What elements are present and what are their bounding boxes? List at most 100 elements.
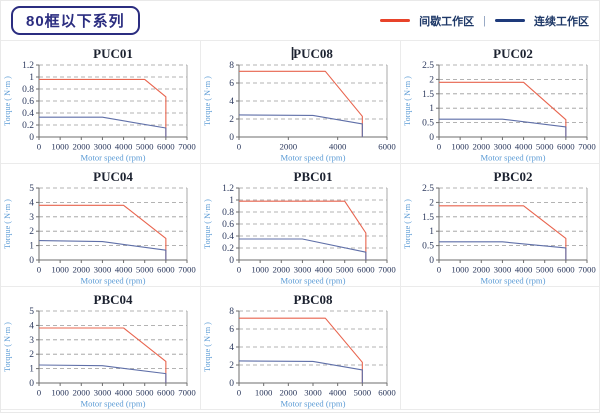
y-tick-label: 4	[229, 343, 234, 353]
x-tick-label: 5000	[136, 142, 154, 152]
x-tick-label: 1000	[451, 142, 469, 152]
y-tick-label: 1	[29, 73, 34, 83]
x-tick-label: 6000	[157, 265, 175, 275]
x-tick-label: 4000	[515, 265, 533, 275]
chart-canvas: PUC04 0 1 2 3 4 5 0 1000 2000 3000 4000 5000 6000 7000…	[3, 169, 196, 286]
y-tick-label: 0	[229, 133, 234, 143]
y-tick-label: 1	[429, 227, 434, 237]
chart-title: PBC02	[494, 169, 533, 184]
intermittent-zone-curve	[439, 205, 567, 260]
x-tick-label: 2000	[472, 142, 490, 152]
chart-cell-PBC01: PBC01 0 0.2 0.4 0.6 0.8 1 1.2 0 1000 2000 3000 4000 5…	[201, 164, 401, 287]
x-tick-label: 0	[237, 265, 242, 275]
x-tick-label: 3000	[94, 265, 112, 275]
intermittent-zone-curve	[39, 78, 167, 137]
x-tick-label: 0	[237, 388, 242, 398]
y-axis-title: Torque ( N·m )	[3, 76, 12, 126]
y-tick-label: 1.2	[222, 184, 234, 194]
y-tick-label: 8	[229, 307, 234, 317]
y-tick-label: 5	[29, 184, 34, 194]
continuous-zone-curve	[439, 118, 567, 137]
x-tick-label: 1000	[251, 265, 269, 275]
x-tick-label: 1000	[451, 265, 469, 275]
y-tick-label: 0	[429, 133, 434, 143]
x-tick-label: 3000	[494, 142, 512, 152]
y-axis-title: Torque ( N·m )	[203, 76, 212, 126]
y-tick-label: 3	[29, 336, 34, 346]
intermittent-zone-curve	[239, 317, 363, 383]
y-tick-label: 0.5	[422, 242, 434, 252]
x-tick-label: 5000	[136, 388, 154, 398]
x-tick-label: 1000	[51, 265, 69, 275]
chart-canvas: PBC02 0 0.5 1 1.5 2 2.5 0 1000 2000 3000 4000 5000 60…	[403, 169, 596, 286]
y-tick-label: 2	[29, 350, 34, 360]
x-tick-label: 2000	[472, 265, 490, 275]
y-tick-label: 0.4	[222, 232, 234, 242]
x-tick-label: 7000	[178, 265, 196, 275]
y-tick-label: 1.5	[422, 90, 434, 100]
x-tick-label: 5000	[354, 388, 372, 398]
y-tick-label: 4	[29, 198, 34, 208]
chart-cell-PBC02: PBC02 0 0.5 1 1.5 2 2.5 0 1000 2000 3000 4000 5000 60…	[401, 164, 599, 287]
legend-intermittent-line-icon	[380, 19, 411, 22]
x-axis-title: Motor speed (rpm)	[481, 276, 546, 286]
y-axis-title: Torque ( N·m )	[403, 199, 412, 249]
x-tick-label: 3000	[304, 388, 322, 398]
chart-canvas: PUC08 0 2 4 6 8 0 2000 4000 6000 Torque ( N·m ) Mot…	[203, 46, 396, 163]
x-tick-label: 4000	[115, 388, 133, 398]
x-tick-label: 7000	[378, 265, 396, 275]
x-axis-title: Motor speed (rpm)	[81, 153, 146, 163]
x-tick-label: 0	[37, 142, 42, 152]
y-tick-label: 0	[29, 256, 34, 266]
chart-canvas: PBC01 0 0.2 0.4 0.6 0.8 1 1.2 0 1000 2000 3000 4000 5…	[203, 169, 396, 286]
y-tick-label: 0.2	[222, 244, 234, 254]
y-tick-label: 6	[229, 79, 234, 89]
y-tick-label: 2	[29, 227, 34, 237]
chart-cell-PUC02: PUC02 0 0.5 1 1.5 2 2.5 0 1000 2000 3000 4000 5000 60…	[401, 41, 599, 164]
x-tick-label: 3000	[94, 142, 112, 152]
chart-canvas: PBC04 0 1 2 3 4 5 0 1000 2000 3000 4000 5000 6000 7000…	[3, 292, 196, 409]
intermittent-zone-curve	[439, 81, 567, 137]
y-tick-label: 0.2	[22, 121, 34, 131]
y-tick-label: 3	[29, 213, 34, 223]
x-tick-label: 7000	[178, 142, 196, 152]
x-tick-label: 6000	[157, 388, 175, 398]
header: 80框以下系列 间歇工作区 | 连续工作区	[1, 1, 599, 40]
chart-canvas: PUC01 0 0.2 0.4 0.6 0.8 1 1.2 0 1000 2000 3000 4000 5…	[3, 46, 196, 163]
x-tick-label: 2000	[72, 142, 90, 152]
continuous-zone-curve	[38, 240, 167, 260]
intermittent-zone-curve	[239, 70, 363, 137]
charts-grid: PUC01 0 0.2 0.4 0.6 0.8 1 1.2 0 1000 2000 3000 4000 5…	[1, 40, 599, 410]
y-tick-label: 0	[229, 256, 234, 266]
y-tick-label: 2.5	[422, 184, 434, 194]
text-cursor	[291, 47, 294, 60]
legend: 间歇工作区 | 连续工作区	[380, 13, 589, 29]
x-tick-label: 4000	[115, 265, 133, 275]
y-tick-label: 1	[229, 196, 234, 206]
y-tick-label: 2	[429, 198, 434, 208]
x-tick-label: 6000	[157, 142, 175, 152]
x-tick-label: 2000	[280, 142, 298, 152]
continuous-zone-curve	[38, 364, 167, 383]
continuous-zone-curve	[238, 114, 363, 137]
x-axis-title: Motor speed (rpm)	[281, 276, 346, 286]
x-tick-label: 2000	[72, 388, 90, 398]
x-tick-label: 0	[37, 388, 42, 398]
x-tick-label: 6000	[557, 142, 575, 152]
series-title-badge: 80框以下系列	[11, 6, 140, 35]
y-axis-title: Torque ( N·m )	[3, 322, 12, 372]
y-tick-label: 2	[429, 75, 434, 85]
y-tick-label: 8	[229, 61, 234, 71]
x-tick-label: 0	[437, 142, 442, 152]
x-tick-label: 4000	[515, 142, 533, 152]
y-tick-label: 0.4	[22, 109, 34, 119]
chart-cell-PUC04: PUC04 0 1 2 3 4 5 0 1000 2000 3000 4000 5000 6000 7000…	[1, 164, 201, 287]
x-tick-label: 0	[37, 265, 42, 275]
intermittent-zone-curve	[39, 204, 167, 260]
y-tick-label: 1.2	[22, 61, 34, 71]
chart-title: PUC08	[293, 46, 333, 61]
empty-cell	[401, 287, 599, 410]
x-axis-title: Motor speed (rpm)	[281, 153, 346, 163]
chart-title: PBC08	[294, 292, 334, 307]
